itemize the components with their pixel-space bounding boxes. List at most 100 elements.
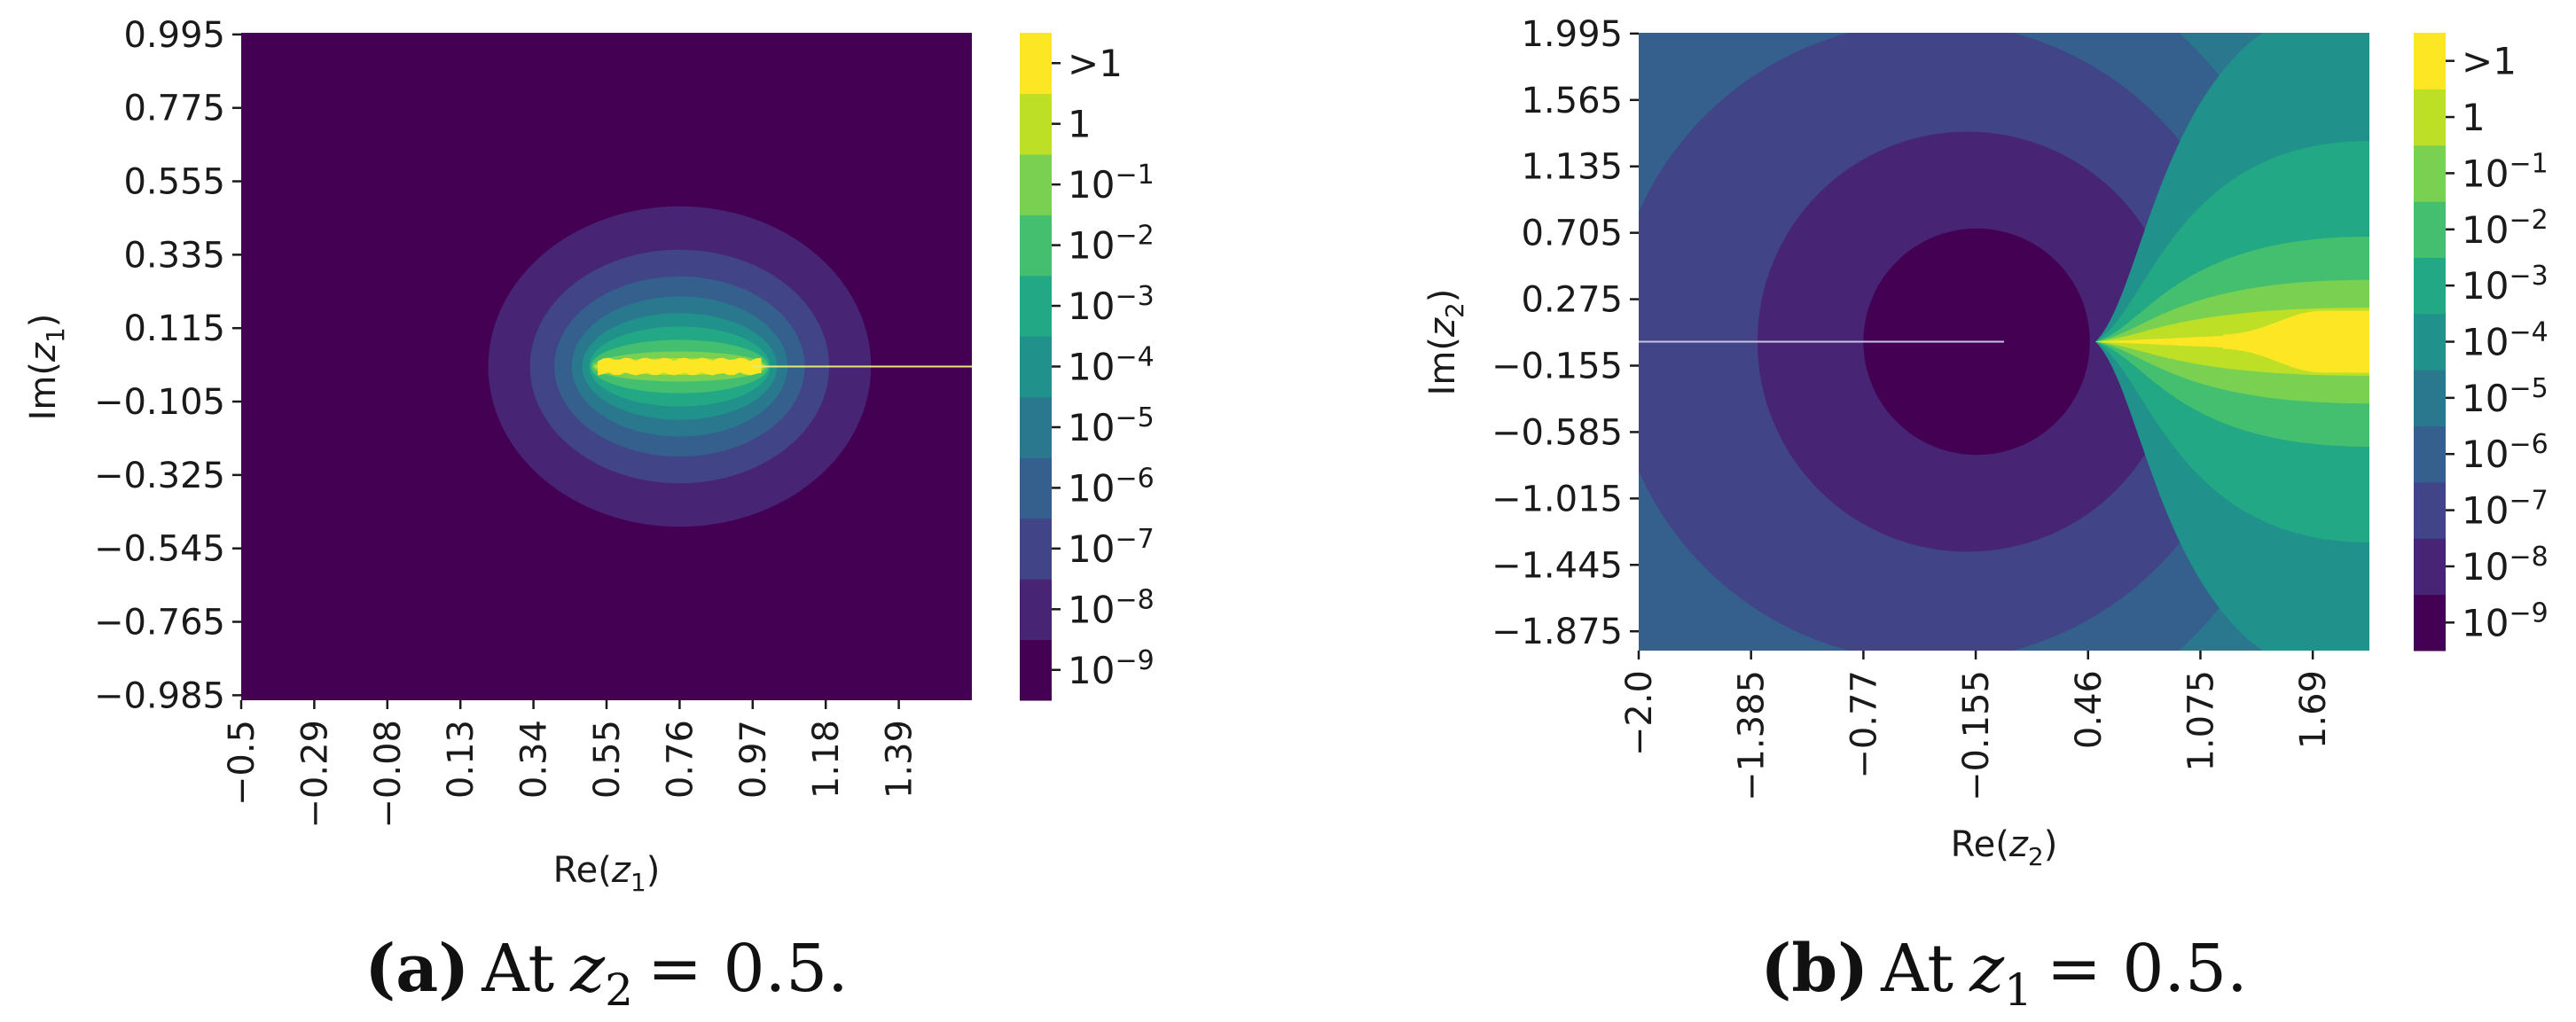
x-tick-label: −0.5 <box>222 720 262 806</box>
axis-label-part: ) <box>646 850 661 891</box>
colorbar-swatch <box>2414 313 2446 371</box>
colorbar-label: 1 <box>2462 96 2486 139</box>
colorbar-swatch <box>2414 144 2446 202</box>
label-base: 10 <box>1068 285 1115 328</box>
colorbar-swatch <box>1020 396 1052 458</box>
y-tick-label: 0.705 <box>1521 214 1623 254</box>
colorbar-label: 10−2 <box>1068 221 1155 268</box>
x-tick-label: −1.385 <box>1732 670 1773 801</box>
colorbar-label: 10−5 <box>1068 402 1155 449</box>
caption-rhs-b: = 0.5. <box>2047 931 2248 1007</box>
axis-label-part: 1 <box>41 327 70 343</box>
colorbar-label: 10−8 <box>2462 542 2549 589</box>
label-exponent: −4 <box>1115 342 1154 373</box>
colorbar-label: 10−9 <box>1068 645 1155 692</box>
label-base: 10 <box>2462 321 2509 364</box>
colorbar-swatch <box>1020 579 1052 641</box>
axis-label-part: 2 <box>2028 842 2044 871</box>
x-tick-label: 0.34 <box>514 720 555 799</box>
caption-var-a: z <box>569 931 606 1007</box>
colorbar-label: 10−9 <box>2462 597 2549 644</box>
colorbar-label: 10−7 <box>2462 486 2549 533</box>
label-base: 10 <box>2462 264 2509 308</box>
y-tick-label: −1.875 <box>1492 612 1623 652</box>
axis-label-part: z <box>23 342 64 363</box>
x-tick-label: −0.08 <box>368 720 409 829</box>
label-base: 10 <box>1068 649 1115 692</box>
y-axis-b: 1.995 1.565 1.135 0.705 0.275 −0.155 −0.585 −1.… <box>1492 14 1639 652</box>
label-exponent: −7 <box>2509 486 2548 517</box>
x-tick-label: 1.39 <box>880 720 920 799</box>
label-exponent: −9 <box>2509 597 2548 628</box>
axis-label-part: 1 <box>630 868 646 897</box>
y-tick-label: −1.445 <box>1492 545 1623 586</box>
colorbar-swatch <box>2414 201 2446 258</box>
panel-b: −2.0 −1.385 −0.77 −0.155 0.46 1.075 1.69 1.995… <box>1422 14 2549 1016</box>
y-tick-label: −0.545 <box>94 529 225 570</box>
label-exponent: −2 <box>2509 205 2548 236</box>
label-base: 10 <box>2462 152 2509 195</box>
y-tick-label: 0.335 <box>123 235 225 276</box>
x-axis-label-b: Re(z2) <box>1951 824 2058 871</box>
colorbar-swatch <box>2414 33 2446 90</box>
caption-var-b: z <box>1969 931 2005 1007</box>
colorbar-swatch <box>2414 257 2446 315</box>
y-tick-label: 0.275 <box>1521 280 1623 321</box>
label-base: 10 <box>1068 406 1115 449</box>
colorbar-swatch <box>2414 594 2446 651</box>
label-base: 10 <box>1068 466 1115 510</box>
colorbar-label: 10−1 <box>2462 148 2549 195</box>
label-exponent: −8 <box>2509 542 2548 573</box>
label-exponent: −6 <box>2509 429 2548 460</box>
y-tick-label: 0.775 <box>123 89 225 129</box>
y-axis-label-a: Im(z1) <box>23 314 70 421</box>
label-exponent: −5 <box>2509 373 2548 404</box>
y-axis-a: 0.995 0.775 0.555 0.335 0.115 −0.105 −0.325 −0.… <box>94 15 241 716</box>
label-exponent: −7 <box>1115 524 1154 555</box>
label-exponent: −8 <box>1115 584 1154 615</box>
y-tick-label: 0.555 <box>123 162 225 203</box>
axis-label-part: 2 <box>1440 302 1469 318</box>
y-tick-label: −1.015 <box>1492 479 1623 519</box>
x-tick-label: 1.18 <box>806 720 847 799</box>
colorbar-label: 10−4 <box>2462 317 2549 364</box>
colorbar-swatch <box>2414 89 2446 146</box>
colorbar-swatch <box>1020 153 1052 215</box>
colorbar-label: 10−3 <box>1068 281 1155 328</box>
caption-sub-b: 1 <box>2004 964 2032 1016</box>
y-tick-label: 1.995 <box>1521 14 1623 55</box>
axis-label-part: ) <box>1422 289 1463 303</box>
caption-b: (b) At z1 = 0.5. <box>1760 931 2247 1016</box>
x-tick-label: 1.075 <box>2181 670 2221 772</box>
axis-label-part: z <box>611 850 631 891</box>
plot-area-b <box>1639 33 2369 651</box>
y-tick-label: 0.995 <box>123 15 225 56</box>
colorbar-label: 10−3 <box>2462 261 2549 308</box>
caption-text-b: At <box>1880 931 1954 1007</box>
colorbar-swatch <box>1020 336 1052 398</box>
caption-label-a: (a) <box>364 931 469 1007</box>
colorbar-label: >1 <box>2462 40 2517 83</box>
colorbar-label: 10−5 <box>2462 373 2549 420</box>
x-tick-label: 0.55 <box>587 720 628 799</box>
x-tick-label: 1.69 <box>2293 670 2334 749</box>
contour-core <box>598 357 762 376</box>
colorbar-swatch <box>1020 93 1052 155</box>
axis-label-part: ) <box>2044 824 2058 865</box>
label-exponent: −1 <box>1115 160 1154 191</box>
y-tick-label: −0.325 <box>94 456 225 496</box>
colorbar-b: 10−910−810−710−610−510−410−310−210−11>1 <box>2414 33 2549 651</box>
caption-rhs-a: = 0.5. <box>647 931 849 1007</box>
caption-text-a: At <box>481 931 554 1007</box>
colorbar-label: 10−1 <box>1068 160 1155 207</box>
colorbar-label: 10−6 <box>1068 463 1155 510</box>
axis-label-part: Im( <box>23 362 64 420</box>
label-base: 10 <box>2462 377 2509 420</box>
axis-label-part: z <box>2008 824 2029 865</box>
label-base: 10 <box>1068 163 1115 207</box>
y-tick-label: −0.105 <box>94 382 225 423</box>
label-exponent: −3 <box>1115 281 1154 312</box>
colorbar-label: 10−2 <box>2462 205 2549 252</box>
caption-sub-a: 2 <box>605 964 633 1016</box>
